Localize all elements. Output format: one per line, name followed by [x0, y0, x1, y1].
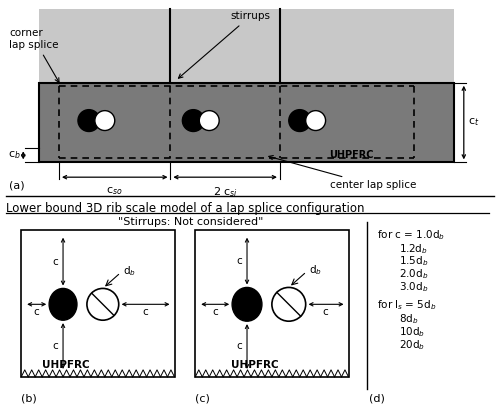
Text: 2 c$_{si}$: 2 c$_{si}$ — [212, 185, 238, 199]
Text: (c): (c) — [196, 394, 210, 404]
Circle shape — [272, 287, 306, 321]
Text: c: c — [236, 255, 242, 266]
Text: 1.2d$_b$: 1.2d$_b$ — [399, 242, 428, 255]
Text: 2.0d$_b$: 2.0d$_b$ — [399, 268, 428, 282]
Text: 1.5d$_b$: 1.5d$_b$ — [399, 255, 428, 268]
Text: for l$_s$ = 5d$_b$: for l$_s$ = 5d$_b$ — [378, 298, 437, 312]
Text: c: c — [142, 307, 148, 317]
Text: UHPFRC: UHPFRC — [42, 360, 90, 370]
Text: c: c — [52, 257, 58, 266]
Text: d$_b$: d$_b$ — [308, 264, 322, 277]
Circle shape — [95, 111, 115, 131]
Text: c: c — [212, 307, 218, 317]
Text: c$_t$: c$_t$ — [468, 117, 479, 129]
Text: "Stirrups: Not considered": "Stirrups: Not considered" — [118, 217, 263, 227]
Text: c$_b$: c$_b$ — [8, 149, 20, 161]
Text: 10d$_b$: 10d$_b$ — [399, 325, 425, 339]
Text: c$_{so}$: c$_{so}$ — [106, 185, 123, 197]
Ellipse shape — [49, 288, 77, 320]
Circle shape — [200, 111, 219, 131]
Bar — [39, 83, 454, 162]
Text: d$_b$: d$_b$ — [122, 265, 136, 278]
Circle shape — [289, 110, 310, 131]
Text: Lower bound 3D rib scale model of a lap splice configuration: Lower bound 3D rib scale model of a lap … — [6, 202, 365, 215]
Text: center lap splice: center lap splice — [269, 155, 416, 190]
Circle shape — [87, 288, 118, 320]
Bar — [39, 9, 454, 83]
Text: c: c — [322, 307, 328, 317]
Text: stirrups: stirrups — [178, 11, 270, 78]
Circle shape — [182, 110, 204, 131]
Ellipse shape — [232, 287, 262, 321]
Text: (a): (a) — [10, 180, 25, 190]
Bar — [22, 230, 176, 377]
Text: for c = 1.0d$_b$: for c = 1.0d$_b$ — [378, 228, 446, 242]
Text: c: c — [34, 307, 39, 317]
Text: c: c — [236, 341, 242, 351]
Text: UHPFRC: UHPFRC — [330, 150, 374, 160]
Text: 20d$_b$: 20d$_b$ — [399, 338, 425, 352]
Circle shape — [306, 111, 326, 131]
Text: corner
lap splice: corner lap splice — [10, 28, 59, 82]
Text: 3.0d$_b$: 3.0d$_b$ — [399, 280, 428, 294]
Bar — [196, 230, 350, 377]
Text: UHPFRC: UHPFRC — [231, 360, 279, 370]
Circle shape — [78, 110, 100, 131]
Text: 8d$_b$: 8d$_b$ — [399, 312, 418, 326]
Text: (d): (d) — [370, 394, 385, 404]
Text: c: c — [52, 341, 58, 351]
Text: (b): (b) — [22, 394, 37, 404]
